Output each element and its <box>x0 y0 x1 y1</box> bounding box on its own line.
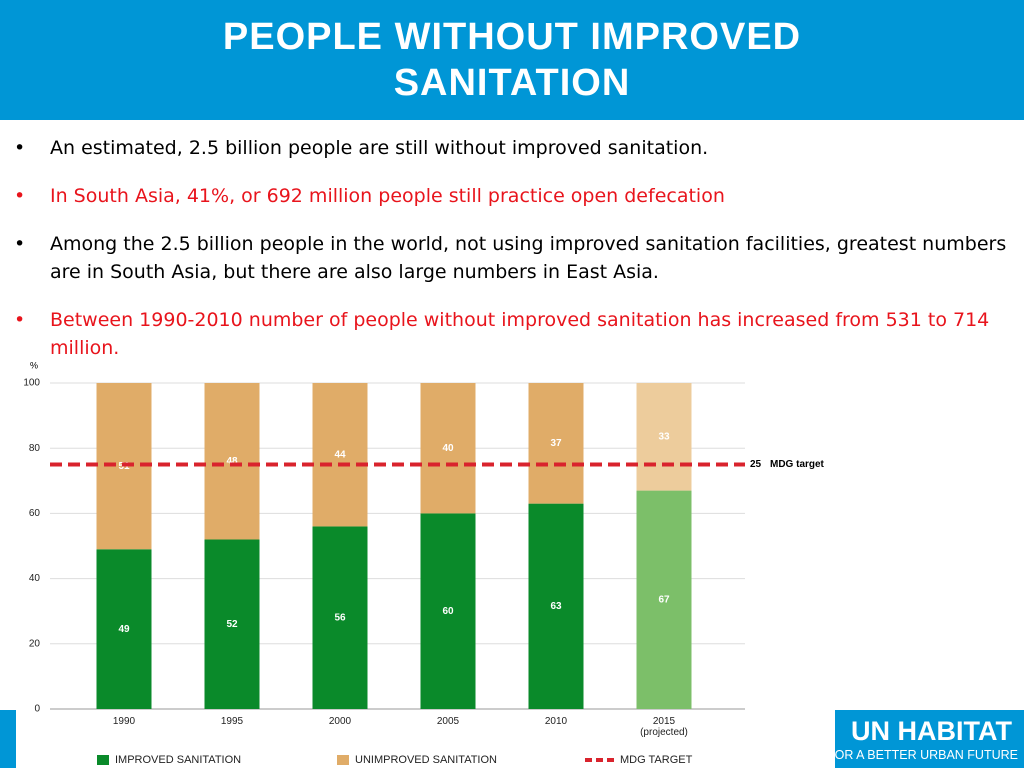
bar-segment <box>636 383 692 491</box>
y-tick-label: 0 <box>34 704 40 715</box>
bullet: In South Asia, 41%, or 692 million peopl… <box>14 182 1014 210</box>
x-tick-label: 2015 (projected) <box>640 716 688 738</box>
header: PEOPLE WITHOUT IMPROVED SANITATION <box>0 0 1024 120</box>
y-tick-label: 100 <box>23 378 40 389</box>
target-value: 25 <box>750 459 762 470</box>
y-axis-label: % <box>30 360 38 370</box>
data-label: 37 <box>550 438 562 449</box>
data-label: 40 <box>442 443 454 454</box>
x-tick-label: 1995 <box>220 716 244 727</box>
y-tick-label: 20 <box>29 638 41 649</box>
x-tick-label: 2005 <box>436 716 460 727</box>
logo-name: UN HABITAT <box>851 716 1012 746</box>
bar-segment <box>96 549 152 709</box>
data-label: 67 <box>658 594 670 605</box>
data-label: 60 <box>442 606 454 617</box>
bullet: Among the 2.5 billion people in the worl… <box>14 230 1014 286</box>
legend-label: IMPROVED SANITATION <box>115 754 241 766</box>
legend-swatch <box>97 755 109 765</box>
x-tick-label: 1990 <box>112 716 136 727</box>
logo: UN HABITAT FOR A BETTER URBAN FUTURE <box>827 710 1024 768</box>
x-tick-label: 2010 <box>544 716 568 727</box>
logo-tagline: FOR A BETTER URBAN FUTURE <box>827 748 1018 762</box>
bar-segment <box>204 539 260 709</box>
bar-segment <box>420 383 476 514</box>
bar-segment <box>528 503 584 709</box>
data-label: 63 <box>550 601 562 612</box>
bar-segment <box>636 490 692 709</box>
bar-segment <box>420 513 476 709</box>
decor-strip <box>0 710 16 768</box>
data-label: 52 <box>226 619 238 630</box>
x-tick-label: 2000 <box>328 716 352 727</box>
target-label: MDG target <box>770 459 825 470</box>
data-label: 33 <box>658 431 670 442</box>
y-tick-label: 80 <box>29 443 41 454</box>
data-label: 56 <box>334 612 346 623</box>
data-label: 44 <box>334 449 346 460</box>
legend-label: MDG TARGET <box>620 754 693 766</box>
bullet: Between 1990-2010 number of people witho… <box>14 306 1014 362</box>
bullet-list: An estimated, 2.5 billion people are sti… <box>14 134 1014 382</box>
data-label: 48 <box>226 456 238 467</box>
bullet: An estimated, 2.5 billion people are sti… <box>14 134 1014 162</box>
legend-label: UNIMPROVED SANITATION <box>355 754 497 766</box>
bar-segment <box>204 383 260 540</box>
y-tick-label: 60 <box>29 508 41 519</box>
legend-swatch <box>337 755 349 765</box>
data-label: 49 <box>118 624 130 635</box>
bar-segment <box>312 526 368 709</box>
y-tick-label: 40 <box>29 573 41 584</box>
bar-segment <box>528 383 584 504</box>
bar-segment <box>312 383 368 527</box>
slide-title: PEOPLE WITHOUT IMPROVED SANITATION <box>222 16 802 104</box>
